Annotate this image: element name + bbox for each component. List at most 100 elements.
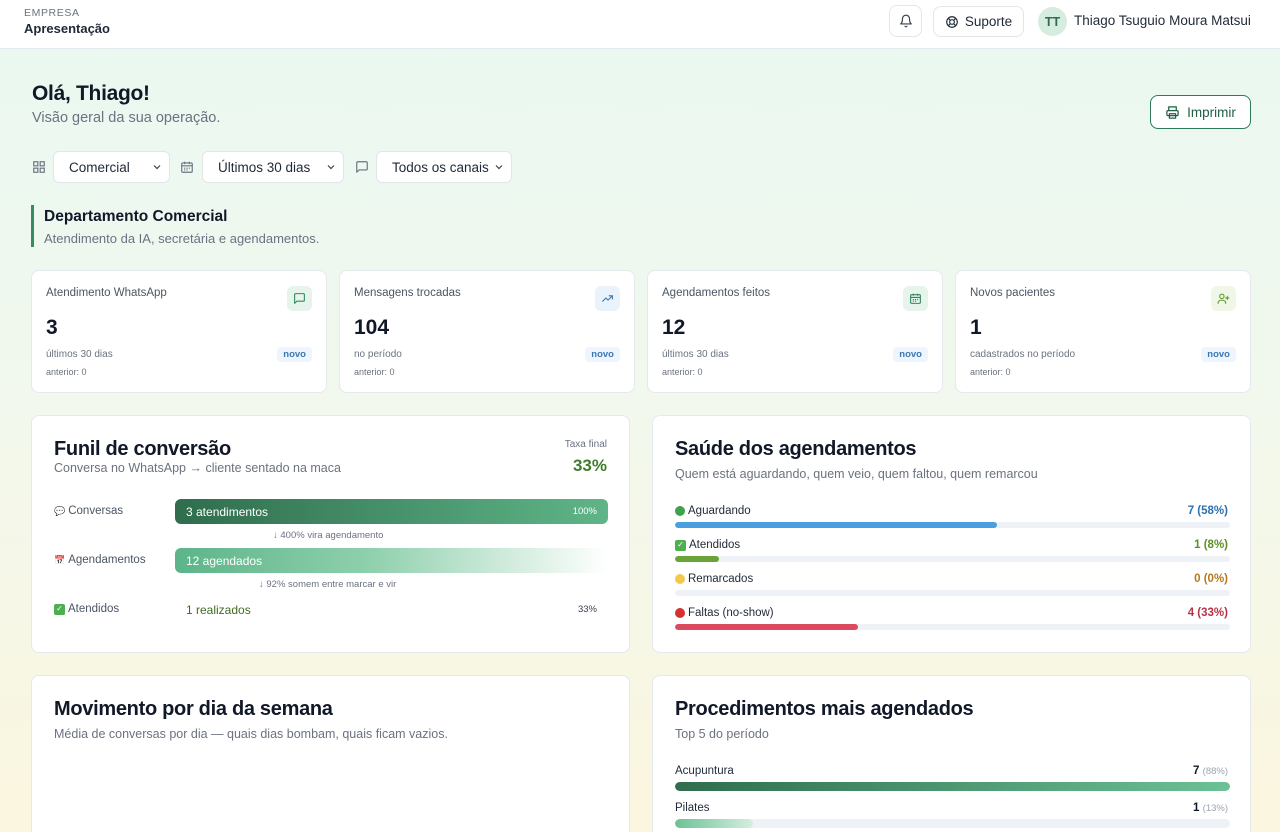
chevron-down-icon [153, 165, 161, 170]
red-circle-icon [675, 608, 685, 618]
kpi-period: cadastrados no período [970, 349, 1076, 360]
calendar-icon [903, 286, 928, 311]
trending-up-icon [595, 286, 620, 311]
channel-select[interactable]: Todos os canais [376, 151, 512, 183]
health-row-label: Faltas (no-show) [675, 607, 774, 619]
health-row-fill [675, 556, 720, 562]
procedure-count: 1 (13%) [1193, 802, 1228, 814]
health-row-value: 0 (0%) [1194, 573, 1228, 585]
health-row-name: Faltas (no-show) [688, 607, 774, 619]
procedure-name: Pilates [675, 802, 710, 814]
company-label: EMPRESA [24, 7, 80, 19]
procedure-pct: (88%) [1202, 766, 1228, 777]
print-button[interactable]: Imprimir [1150, 95, 1251, 129]
top-procedures-card: Procedimentos mais agendados Top 5 do pe… [652, 675, 1251, 832]
department-description: Atendimento da IA, secretária e agendame… [44, 231, 320, 246]
kpi-value: 1 [970, 316, 982, 339]
bell-icon [899, 14, 912, 28]
kpi-card-appointments: Agendamentos feitos 12 últimos 30 dias n… [647, 270, 943, 393]
funnel-card: Funil de conversão Conversa no WhatsApp … [31, 415, 630, 653]
funnel-bar-pct: 33% [577, 604, 597, 615]
page-subtitle: Visão geral da sua operação. [32, 110, 221, 126]
kpi-period: no período [354, 349, 402, 360]
funnel-subtitle: Conversa no WhatsApp → cliente sentado n… [54, 461, 341, 475]
health-row-fill [675, 624, 859, 630]
health-row-fill [675, 522, 997, 528]
period-select-value: Últimos 30 dias [218, 159, 311, 175]
kpi-value: 104 [354, 316, 390, 339]
procedure-name: Acupuntura [675, 765, 734, 777]
avatar[interactable]: TT [1038, 7, 1067, 36]
department-select-value: Comercial [69, 159, 130, 175]
department-title: Departamento Comercial [44, 208, 228, 225]
procedure-count: 7 (88%) [1193, 765, 1228, 777]
procedure-count-value: 1 [1193, 802, 1200, 814]
funnel-bar-conversations: 3 atendimentos 100% [175, 499, 608, 524]
yellow-circle-icon [675, 574, 685, 584]
period-select[interactable]: Últimos 30 dias [202, 151, 344, 183]
funnel-bar-text: 1 realizados [186, 602, 251, 617]
health-row-label: Aguardando [675, 505, 751, 517]
support-button[interactable]: Suporte [933, 6, 1024, 37]
funnel-bar-text: 12 agendados [186, 553, 263, 568]
procedures-title: Procedimentos mais agendados [675, 698, 974, 720]
page-title: Olá, Thiago! [32, 82, 150, 105]
kpi-title: Novos pacientes [970, 287, 1056, 299]
kpi-previous: anterior: 0 [354, 367, 395, 377]
weekday-title: Movimento por dia da semana [54, 698, 333, 720]
print-label: Imprimir [1187, 104, 1236, 120]
health-row-name: Aguardando [688, 505, 751, 517]
calendar-icon [179, 159, 195, 175]
funnel-step-name: Atendidos [68, 603, 120, 615]
notifications-button[interactable] [889, 5, 922, 37]
check-icon: ✓ [54, 603, 65, 615]
procedure-count-value: 7 [1193, 765, 1200, 777]
health-row-track [675, 522, 1230, 528]
health-row-track [675, 590, 1230, 596]
user-plus-icon [1211, 286, 1236, 311]
kpi-previous: anterior: 0 [662, 367, 703, 377]
health-row-value: 1 (8%) [1194, 539, 1228, 551]
kpi-period: últimos 30 dias [46, 349, 113, 360]
funnel-bar-pct: 100% [572, 506, 597, 517]
health-row-track [675, 556, 1230, 562]
procedures-subtitle: Top 5 do período [675, 727, 769, 741]
procedure-track [675, 819, 1230, 828]
funnel-title: Funil de conversão [54, 438, 231, 460]
kpi-value: 3 [46, 316, 58, 339]
health-row-value: 4 (33%) [1187, 607, 1228, 619]
final-rate-value: 33% [572, 456, 607, 475]
status-badge: novo [585, 347, 620, 362]
kpi-card-messages: Mensagens trocadas 104 no período novo a… [339, 270, 635, 393]
speech-bubble-icon: 💬 [54, 505, 66, 516]
lifebuoy-icon [946, 15, 958, 28]
health-subtitle: Quem está aguardando, quem veio, quem fa… [675, 467, 1038, 481]
final-rate-label: Taxa final [564, 439, 607, 450]
kpi-previous: anterior: 0 [46, 367, 87, 377]
chevron-down-icon [495, 165, 503, 170]
kpi-card-whatsapp: Atendimento WhatsApp 3 últimos 30 dias n… [31, 270, 327, 393]
support-label: Suporte [964, 14, 1013, 29]
calendar-icon: 📅 [54, 554, 66, 565]
health-row-label: ✓ Atendidos [675, 539, 740, 551]
kpi-period: últimos 30 dias [662, 349, 729, 360]
health-row-name: Atendidos [689, 539, 741, 551]
chat-icon [287, 286, 312, 311]
funnel-bar-appointments: 12 agendados [175, 548, 608, 573]
procedure-track [675, 782, 1230, 791]
health-row-name: Remarcados [688, 573, 754, 585]
status-badge: novo [1201, 347, 1236, 362]
department-select[interactable]: Comercial [53, 151, 170, 183]
printer-icon [1166, 105, 1179, 119]
funnel-step-label: ✓ Atendidos [54, 603, 119, 615]
funnel-step-label: 📅 Agendamentos [54, 554, 146, 566]
channel-select-value: Todos os canais [392, 159, 489, 175]
kpi-card-new-patients: Novos pacientes 1 cadastrados no período… [955, 270, 1251, 393]
top-bar: EMPRESA Apresentação Suporte TT Thiago T… [0, 0, 1280, 49]
funnel-note: ↓ 92% somem entre marcar e vir [259, 579, 397, 590]
funnel-note: ↓ 400% vira agendamento [273, 530, 384, 541]
department-section-header: Departamento Comercial Atendimento da IA… [31, 205, 319, 247]
company-name[interactable]: Apresentação [24, 21, 110, 36]
user-name[interactable]: Thiago Tsuguio Moura Matsui [1074, 13, 1251, 28]
kpi-title: Mensagens trocadas [354, 287, 461, 299]
